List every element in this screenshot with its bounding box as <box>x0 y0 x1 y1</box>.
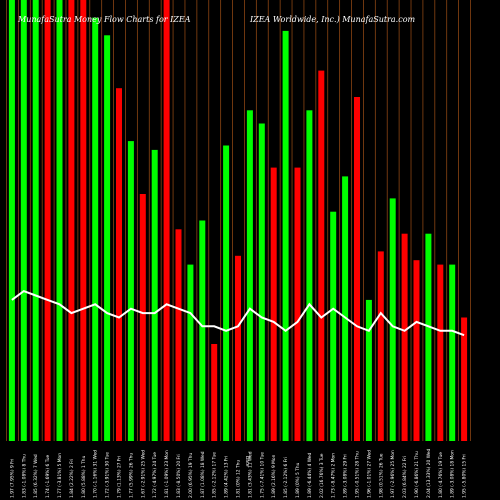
money-flow-line <box>11 289 465 337</box>
money-flow-bar <box>413 260 420 441</box>
x-tick-label: 1.89 (2.16%) 9 Mon <box>271 454 277 498</box>
money-flow-bar <box>175 229 182 441</box>
money-flow-bar <box>32 0 39 441</box>
money-flow-bar <box>330 211 337 441</box>
money-flow-bar <box>211 344 218 441</box>
tick-label-layer: 1.97 (7.95%) 9 Fri 1.83 (-1.08%) 8 Thu 1.8… <box>9 448 467 498</box>
x-tick-label: 1.74 (-1.69%) 6 Tue <box>45 454 51 498</box>
money-flow-bar <box>425 233 432 441</box>
x-tick-label: 1.79 (1.13%) 27 Fri <box>117 456 123 498</box>
money-flow-bar <box>104 35 111 442</box>
money-flow-bar <box>282 30 289 442</box>
x-tick-label: 1.75 (-7.41%) 10 Tue <box>259 452 265 498</box>
x-tick-label: 1.72 (-3.91%) 30 Tue <box>105 452 111 498</box>
chart-title-right: IZEA Worldwide, Inc.) MunafaSutra.com <box>249 15 416 24</box>
x-tick-label: 1.72 (-4.97%) 24 Tue <box>152 452 158 498</box>
x-tick-label: 1.89 (-6.44%) 4 Wed <box>307 453 313 498</box>
money-flow-bar <box>318 70 325 441</box>
money-flow-bar <box>151 149 158 441</box>
money-flow-bar <box>56 0 63 441</box>
x-tick-label: 2.00 (6.95%) 19 Thu <box>188 453 194 498</box>
money-flow-bar <box>294 167 301 441</box>
x-tick-label: 1.85 (-2.12%) 17 Tue <box>212 452 218 498</box>
x-tick-label: 1.89 (-3.08%) 18 Mon <box>450 450 456 498</box>
money-flow-bar <box>258 123 265 441</box>
money-flow-bar <box>306 110 313 442</box>
money-flow-bar <box>354 97 360 441</box>
money-flow-bar <box>389 198 396 441</box>
x-tick-label: 2.02 (16.76%) 3 Tue <box>319 453 325 498</box>
money-flow-bar <box>116 88 122 441</box>
money-flow-bar <box>449 264 456 441</box>
money-flow-bar <box>342 176 349 441</box>
money-flow-bar <box>139 194 146 441</box>
x-tick-label: 1.95 (-5.80%) 15 Fri <box>462 454 468 498</box>
money-flow-bar <box>80 0 87 441</box>
x-tick-label: 1.90 (-6.86%) 21 Thu <box>414 451 420 498</box>
money-flow-bar <box>365 299 372 441</box>
x-tick-label: 1.81 (-1.09%) 23 Mon <box>164 450 170 498</box>
x-tick-label: 1.83 (-1.08%) 8 Thu <box>21 454 27 498</box>
x-tick-label: 2.04 (13.33%) 20 Wed <box>426 448 432 498</box>
x-tick-label: 1.97 (-2.96%) 25 Mon <box>390 450 396 498</box>
x-tick-label: 1.85 (6.32%) 7 Wed <box>33 454 39 498</box>
x-tick-label: 1.89 (-3.08%) 29 Fri <box>343 454 349 498</box>
x-tick-label: 1.97 (7.95%) 9 Fri <box>9 459 15 498</box>
chart-title-left: MunafaSutra Money Flow Charts for IZEA <box>17 15 191 24</box>
x-tick-label: 1.67 (-2.91%) 25 Wed <box>140 450 146 498</box>
x-tick-label: 1.77 (-3.81%) 5 Mon <box>57 453 63 498</box>
x-tick-label: 1.70 (-1.16%) 31 Wed <box>93 450 99 498</box>
money-flow-bar <box>461 317 468 441</box>
money-flow-bar <box>20 0 27 441</box>
x-tick-label: 1.95 (-0.51%) 28 Thu <box>355 451 361 498</box>
x-tick-label: 1.77 (5.99%) 26 Thu <box>128 453 134 498</box>
x-tick-label: 1.80 (-4.76%) 19 Tue <box>438 452 444 498</box>
x-tick-label: 1.85 (-2.12%) 6 Fri <box>283 457 289 498</box>
x-tick-label: 1.80 (5.88%) 1 Thu <box>81 455 87 498</box>
money-flow-bar <box>223 145 230 441</box>
x-tick-label: 1.89 (0%) 5 Thu <box>295 462 301 498</box>
money-flow-bar <box>437 264 444 441</box>
x-tick-label: 1.73 (-8.47%) 2 Mon <box>331 453 337 498</box>
money-flow-bar <box>246 110 253 442</box>
x-tick-label: 1.81 (3.43%) 11 Wed <box>247 451 253 498</box>
x-tick-label: 1.89 (4.42%) 13 Fri <box>224 456 230 498</box>
money-flow-bar <box>199 220 206 441</box>
x-tick-label: 1.84 (2.22%) 2 Fri <box>69 459 75 498</box>
line-layer <box>11 289 465 337</box>
money-flow-bar <box>44 0 51 441</box>
money-flow-bar <box>92 17 99 441</box>
money-flow-bar <box>68 0 75 441</box>
x-tick-label: 1.81 (0%) 12 Thu <box>236 460 242 498</box>
money-flow-bar <box>163 0 170 441</box>
grid-layer <box>6 0 471 441</box>
mid-axis-label: Date <box>244 456 250 467</box>
x-tick-label: 2.03 (6.84%) 22 Fri <box>402 456 408 498</box>
money-flow-bar <box>401 233 408 441</box>
x-tick-label: 1.96 (-1.01%) 27 Wed <box>366 450 372 498</box>
money-flow-bar <box>8 0 15 441</box>
money-flow-bar <box>235 255 241 441</box>
money-flow-bar <box>127 141 134 441</box>
x-tick-label: 1.83 (-8.50%) 20 Fri <box>176 454 182 498</box>
x-tick-label: 1.87 (1.08%) 18 Wed <box>200 451 206 498</box>
money-flow-bar <box>377 251 384 441</box>
x-tick-label: 1.98 (0.51%) 26 Tue <box>378 453 384 498</box>
money-flow-bar <box>270 167 277 441</box>
money-flow-bar <box>187 264 194 441</box>
bar-layer <box>8 0 468 442</box>
